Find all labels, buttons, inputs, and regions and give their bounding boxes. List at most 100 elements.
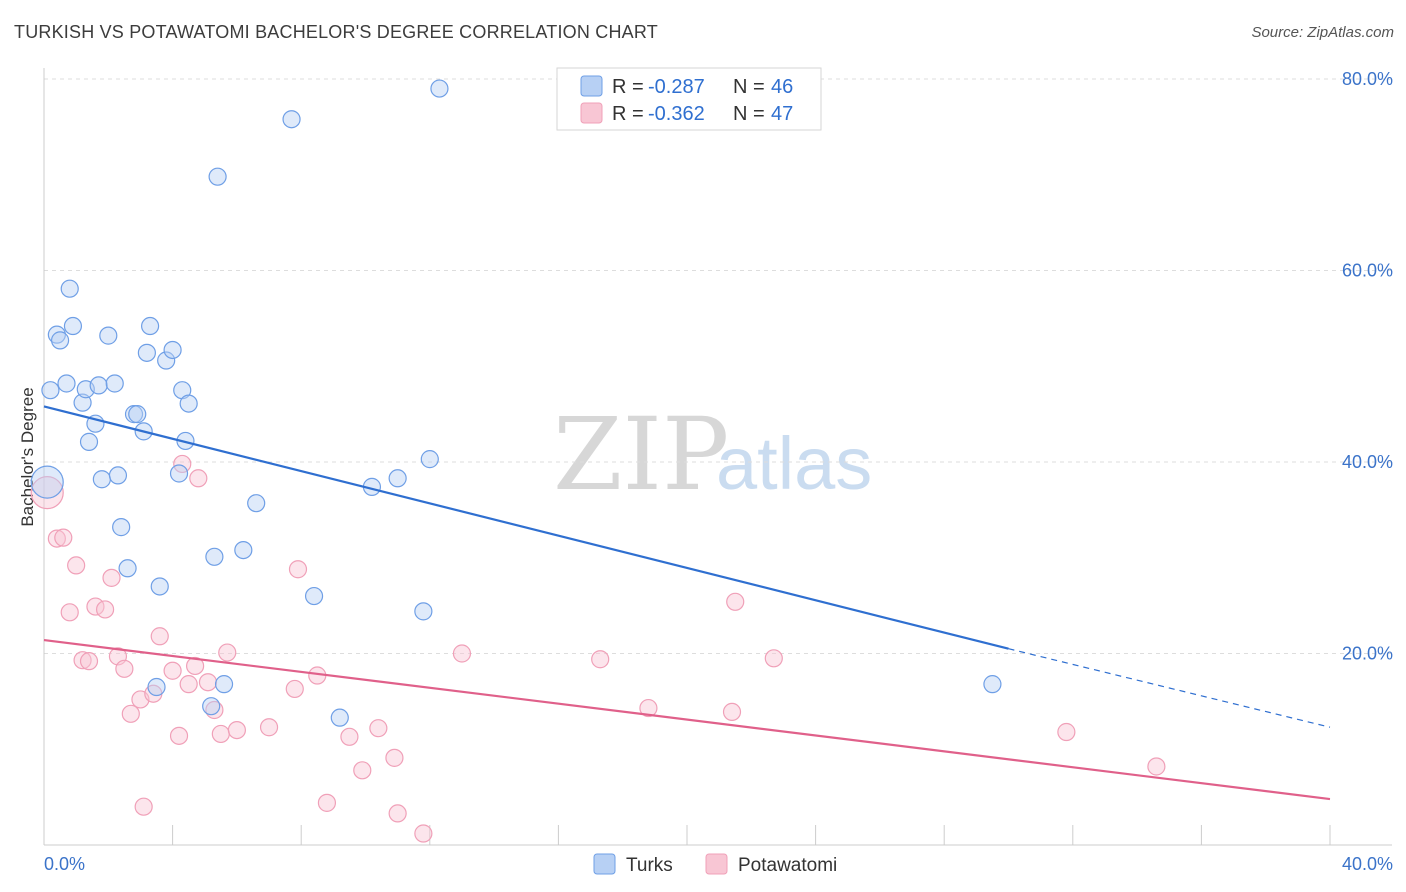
potawatomi-point (73, 651, 92, 670)
legend-n-label-potawatomi: N = (733, 103, 765, 125)
turks-point (234, 540, 253, 560)
potawatomi-point (353, 761, 372, 780)
potawatomi-point (452, 644, 472, 663)
turks-point (282, 110, 301, 129)
turks-trend-extension (1008, 648, 1331, 728)
legend-n-value-potawatomi: 47 (771, 103, 793, 125)
potawatomi-points (30, 454, 1166, 843)
potawatomi-point (369, 719, 388, 738)
turks-point (112, 518, 131, 537)
legend-r-label-turks: R = (612, 76, 644, 98)
turks-point (330, 708, 349, 727)
trend-lines (43, 405, 1331, 801)
watermark: ZIP atlas (553, 396, 872, 513)
turks-point (205, 547, 224, 566)
potawatomi-point (179, 675, 198, 694)
potawatomi-point (764, 649, 783, 668)
legend-r-value-potawatomi: -0.362 (648, 103, 705, 125)
y-tick-label-60: 60.0% (1342, 261, 1393, 281)
y-tick-label-40: 40.0% (1342, 452, 1393, 472)
potawatomi-point (639, 698, 658, 718)
potawatomi-point (189, 469, 208, 488)
y-tick-label-80: 80.0% (1342, 69, 1393, 89)
turks-point (388, 469, 407, 488)
potawatomi-point (385, 748, 404, 767)
turks-point (89, 376, 108, 395)
turks-points (30, 79, 1002, 727)
turks-point (128, 405, 147, 424)
turks-point (983, 675, 1002, 694)
turks-point (57, 374, 76, 393)
turks-point (47, 325, 66, 344)
series-legend: Turks Potawatomi (593, 853, 837, 876)
potawatomi-point (67, 556, 86, 575)
legend-swatch-potawatomi (580, 102, 603, 124)
potawatomi-point (79, 652, 99, 671)
potawatomi-point (211, 724, 230, 744)
potawatomi-point (169, 726, 189, 745)
turks-point (163, 340, 182, 360)
watermark-atlas: atlas (716, 422, 872, 505)
turks-point (414, 602, 433, 621)
potawatomi-point (60, 603, 79, 622)
potawatomi-point (115, 659, 134, 678)
turks-trend-line (43, 405, 1009, 650)
potawatomi-point (1057, 722, 1076, 742)
potawatomi-point (1147, 757, 1166, 776)
turks-point (150, 577, 169, 596)
potawatomi-point (163, 661, 182, 680)
y-axis-label: Bachelor's Degree (18, 387, 37, 526)
x-tick-label-max: 40.0% (1342, 854, 1393, 874)
legend-n-label-turks: N = (733, 76, 765, 98)
series-legend-label-turks: Turks (626, 855, 673, 876)
turks-point (140, 316, 160, 336)
turks-point (147, 677, 166, 697)
legend-r-value-turks: -0.287 (648, 76, 705, 98)
potawatomi-point (591, 650, 610, 669)
potawatomi-trend-line (43, 639, 1331, 801)
potawatomi-point (95, 600, 115, 619)
turks-point (63, 316, 83, 336)
turks-point (247, 494, 266, 513)
series-legend-label-potawatomi: Potawatomi (738, 855, 837, 876)
potawatomi-point (340, 727, 359, 746)
potawatomi-point (54, 528, 73, 547)
turks-point (50, 331, 70, 350)
turks-point (60, 279, 79, 298)
y-tick-label-20: 20.0% (1342, 644, 1393, 664)
potawatomi-point (726, 592, 745, 611)
potawatomi-point (227, 720, 246, 740)
potawatomi-point (102, 568, 121, 587)
watermark-zip: ZIP (553, 396, 729, 513)
turks-point (30, 465, 64, 499)
turks-point (157, 351, 176, 370)
legend-swatch-turks (580, 75, 603, 97)
turks-point (137, 343, 156, 362)
potawatomi-point (186, 656, 205, 676)
chart-title: TURKISH VS POTAWATOMI BACHELOR'S DEGREE … (14, 22, 658, 42)
potawatomi-point (285, 679, 304, 699)
potawatomi-point (259, 718, 279, 737)
turks-point (169, 464, 189, 483)
x-tick-label-min: 0.0% (44, 854, 85, 874)
turks-point (420, 450, 439, 469)
legend-r-label-potawatomi: R = (612, 103, 644, 125)
potawatomi-point (198, 673, 218, 692)
potawatomi-point (121, 704, 140, 723)
potawatomi-point (288, 560, 308, 579)
correlation-legend: R = -0.287 N = 46 R = -0.362 N = 47 (556, 67, 822, 131)
potawatomi-point (47, 529, 66, 548)
turks-point (105, 374, 124, 393)
potawatomi-point (150, 627, 169, 646)
potawatomi-point (173, 454, 192, 474)
potawatomi-point (30, 476, 64, 510)
turks-point (118, 559, 137, 578)
y-tick-labels: 20.0% 40.0% 60.0% 80.0% (1342, 69, 1393, 664)
gridlines (44, 78, 1392, 654)
potawatomi-point (218, 643, 237, 662)
potawatomi-point (317, 793, 337, 812)
potawatomi-point (722, 702, 742, 722)
turks-point (208, 167, 227, 186)
turks-point (179, 394, 198, 413)
